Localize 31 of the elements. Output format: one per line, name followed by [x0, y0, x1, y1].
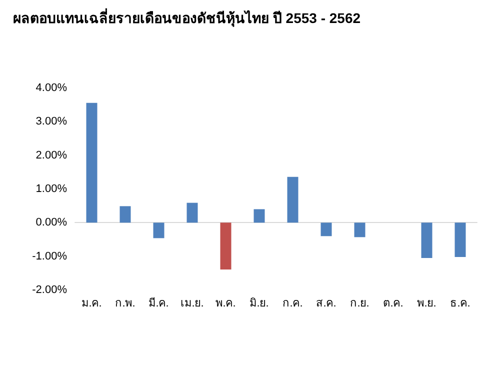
- y-tick-label: 3.00%: [36, 116, 68, 128]
- x-tick-label: ธ.ค.: [450, 298, 470, 310]
- x-tick-label: พ.ค.: [216, 298, 236, 310]
- bar: [186, 202, 198, 223]
- y-tick-label: 1.00%: [36, 183, 68, 195]
- bar: [86, 102, 98, 223]
- bar: [220, 222, 232, 270]
- bar: [254, 209, 265, 223]
- y-tick-label: -2.00%: [32, 284, 68, 296]
- x-tick-label: ก.ค.: [282, 298, 303, 310]
- x-tick-label: ม.ค.: [82, 298, 102, 310]
- y-tick-label: 4.00%: [36, 82, 68, 94]
- bar: [354, 222, 366, 238]
- x-tick-label: พ.ย.: [417, 298, 436, 310]
- bar: [320, 222, 332, 236]
- x-tick-label: ต.ค.: [383, 298, 404, 310]
- bar: [287, 176, 298, 223]
- chart-title: ผลตอบแทนเฉลี่ยรายเดือนของดัชนีหุ้นไทย ปี 2553 - 2562: [13, 8, 361, 27]
- bar: [120, 206, 131, 223]
- x-tick-label: เม.ย.: [180, 298, 204, 310]
- x-tick-label: ก.ย.: [350, 298, 370, 310]
- y-tick-label: 0.00%: [36, 216, 68, 229]
- x-tick-label: มิ.ย.: [250, 298, 269, 310]
- x-tick-label: มี.ค.: [148, 296, 169, 310]
- bar: [421, 222, 432, 258]
- bar: [153, 222, 164, 238]
- x-tick-label: ก.พ.: [115, 298, 136, 310]
- bar: [454, 222, 466, 258]
- y-tick-label: -1.00%: [32, 250, 68, 262]
- x-tick-label: ส.ค.: [316, 298, 336, 310]
- y-tick-label: 2.00%: [36, 149, 68, 162]
